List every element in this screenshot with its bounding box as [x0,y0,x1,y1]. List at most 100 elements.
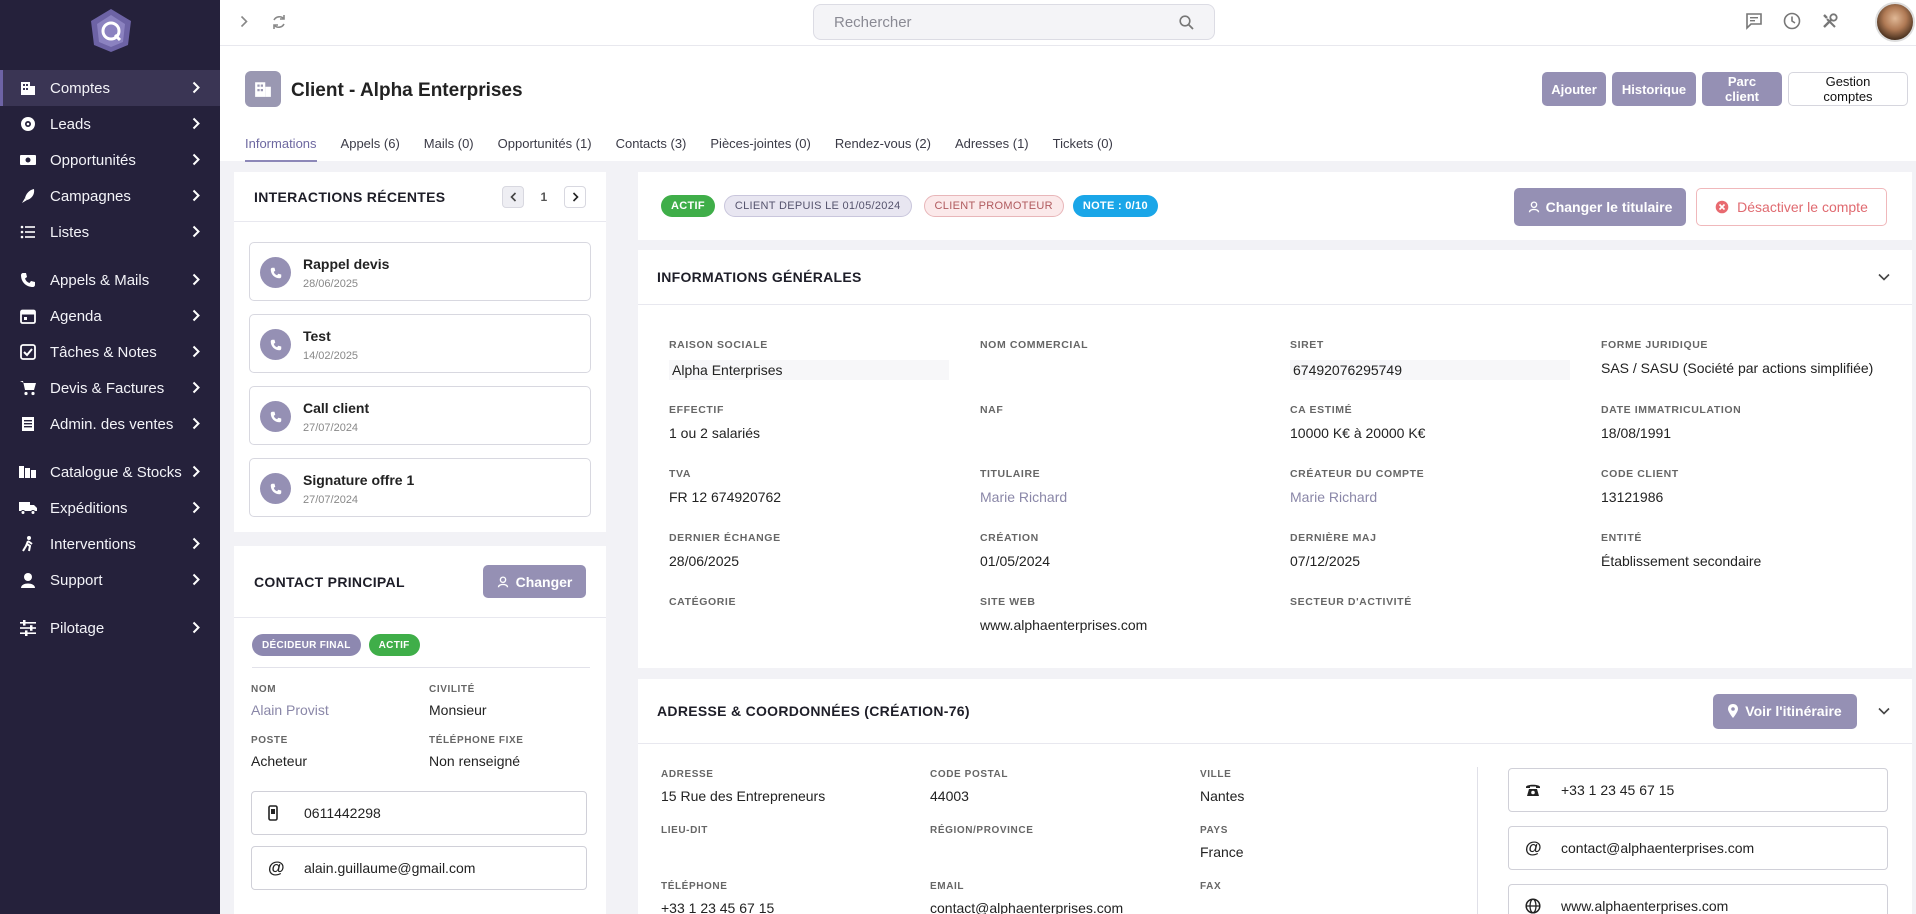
tab-rendez-vous[interactable]: Rendez-vous (2) [834,136,931,151]
interaction-title: Rappel devis [303,256,390,272]
company-website-box[interactable]: www.alphaenterprises.com [1508,884,1888,914]
prev-page-button[interactable] [502,185,524,208]
field-label: TÉLÉPHONE FIXE [429,735,524,746]
view-route-button[interactable]: Voir l'itinéraire [1713,693,1857,729]
chevron-down-icon[interactable] [1878,707,1890,715]
interaction-item[interactable]: Test 14/02/2025 [249,314,591,373]
email-address: alain.guillaume@gmail.com [304,860,476,876]
change-owner-button[interactable]: Changer le titulaire [1514,188,1686,226]
phone-icon [260,401,291,432]
sidebar-item-label: Appels & Mails [50,271,150,289]
chevron-right-icon [192,81,200,94]
target-icon [19,115,37,133]
chevron-right-icon [192,465,200,478]
change-label: Changer [515,573,573,590]
sidebar-item-opportunites[interactable]: Opportunités [0,142,220,178]
tab-adresses[interactable]: Adresses (1) [954,136,1029,151]
chevron-right-icon [192,501,200,514]
sidebar-item-taches-notes[interactable]: Tâches & Notes [0,334,220,370]
field-label: DERNIER ÉCHANGE [669,532,781,544]
add-button[interactable]: Ajouter [1542,72,1606,106]
sidebar-item-agenda[interactable]: Agenda [0,298,220,334]
sidebar-item-pilotage[interactable]: Pilotage [0,610,220,646]
sidebar-item-listes[interactable]: Listes [0,214,220,250]
client-since-badge: CLIENT DEPUIS LE 01/05/2024 [723,195,912,217]
expand-sidebar-icon[interactable] [240,15,248,28]
tab-opportunites[interactable]: Opportunités (1) [497,136,592,151]
refresh-icon[interactable] [271,14,287,30]
deactivate-label: Désactiver le compte [1737,199,1868,215]
address-field: TÉLÉPHONE +33 1 23 45 67 15 [661,881,774,914]
chevron-right-icon [192,273,200,286]
building-icon [19,79,37,97]
view-route-label: Voir l'itinéraire [1745,703,1842,719]
main-contact-card: CONTACT PRINCIPAL Changer DÉCIDEUR FINAL… [234,546,606,914]
email-address: contact@alphaenterprises.com [1561,840,1755,856]
email-box[interactable]: @ alain.guillaume@gmail.com [251,846,587,890]
history-button[interactable]: Historique [1612,72,1696,106]
message-icon[interactable] [1745,12,1763,30]
field-label: PAYS [1200,825,1228,836]
tab-bar: Informations Appels (6) Mails (0) Opport… [245,136,1113,162]
field-value: 15 Rue des Entrepreneurs [661,788,826,804]
field-value: Non renseigné [429,753,521,769]
field-value[interactable]: www.alphaenterprises.com [980,617,1148,633]
interaction-item[interactable]: Rappel devis 28/06/2025 [249,242,591,301]
tab-pieces-jointes[interactable]: Pièces-jointes (0) [710,136,811,151]
field-label: TITULAIRE [980,468,1041,480]
chevron-right-icon [192,537,200,550]
deactivate-account-button[interactable]: Désactiver le compte [1696,188,1887,226]
sidebar-item-appels-mails[interactable]: Appels & Mails [0,262,220,298]
tab-tickets[interactable]: Tickets (0) [1052,136,1113,151]
globe-icon [1525,898,1545,914]
tools-icon[interactable] [1821,12,1839,30]
tab-contacts[interactable]: Contacts (3) [615,136,687,151]
field-label: TVA [669,468,692,480]
tab-mails[interactable]: Mails (0) [423,136,474,151]
field-label: CRÉATION [980,532,1039,544]
sidebar-item-comptes[interactable]: Comptes [0,70,220,106]
change-contact-button[interactable]: Changer [483,565,586,598]
app-logo[interactable] [89,7,133,53]
company-email-box[interactable]: @ contact@alphaenterprises.com [1508,826,1888,870]
sidebar-item-campagnes[interactable]: Campagnes [0,178,220,214]
sidebar-item-interventions[interactable]: Interventions [0,526,220,562]
sidebar-item-catalogue-stocks[interactable]: Catalogue & Stocks [0,454,220,490]
mobile-phone-box[interactable]: 0611442298 [251,791,587,835]
chevron-right-icon [192,381,200,394]
next-page-button[interactable] [564,185,586,208]
field-value[interactable]: Marie Richard [1290,489,1378,505]
mobile-number: 0611442298 [304,805,381,821]
clock-icon[interactable] [1783,12,1801,30]
card-header: INTERACTIONS RÉCENTES 1 [234,172,606,222]
tab-appels[interactable]: Appels (6) [340,136,400,151]
company-phone-box[interactable]: +33 1 23 45 67 15 [1508,768,1888,812]
address-card: ADRESSE & COORDONNÉES (CRÉATION-76) Voir… [638,679,1912,914]
sidebar-item-devis-factures[interactable]: Devis & Factures [0,370,220,406]
field-value[interactable]: Marie Richard [980,489,1068,505]
sidebar-item-leads[interactable]: Leads [0,106,220,142]
parc-client-button[interactable]: Parc client [1702,72,1782,106]
account-management-button[interactable]: Gestion comptes [1788,72,1908,106]
general-field: SIRET 67492076295749 [1290,339,1570,380]
map-pin-icon [1728,704,1739,718]
address-field: CODE POSTAL 44003 [930,769,1008,804]
sidebar-item-label: Tâches & Notes [50,343,157,361]
sidebar-menu: Comptes Leads Opportunités Campagnes Lis… [0,70,220,646]
rating-badge: NOTE : 0/10 [1072,195,1158,217]
status-badge: ACTIF [661,195,715,217]
field-label: NOM COMMERCIAL [980,339,1089,351]
field-value[interactable]: Alain Provist [251,702,329,718]
field-label: ENTITÉ [1601,532,1642,544]
sidebar-item-support[interactable]: Support [0,562,220,598]
field-value [980,425,1003,441]
interaction-item[interactable]: Call client 27/07/2024 [249,386,591,445]
field-value: 07/12/2025 [1290,553,1361,569]
sidebar-item-admin-ventes[interactable]: Admin. des ventes [0,406,220,442]
search-input[interactable]: Rechercher [813,4,1215,40]
interaction-item[interactable]: Signature offre 1 27/07/2024 [249,458,591,517]
avatar[interactable] [1875,2,1915,42]
tab-informations[interactable]: Informations [245,136,317,162]
chevron-down-icon[interactable] [1878,273,1890,281]
sidebar-item-expeditions[interactable]: Expéditions [0,490,220,526]
